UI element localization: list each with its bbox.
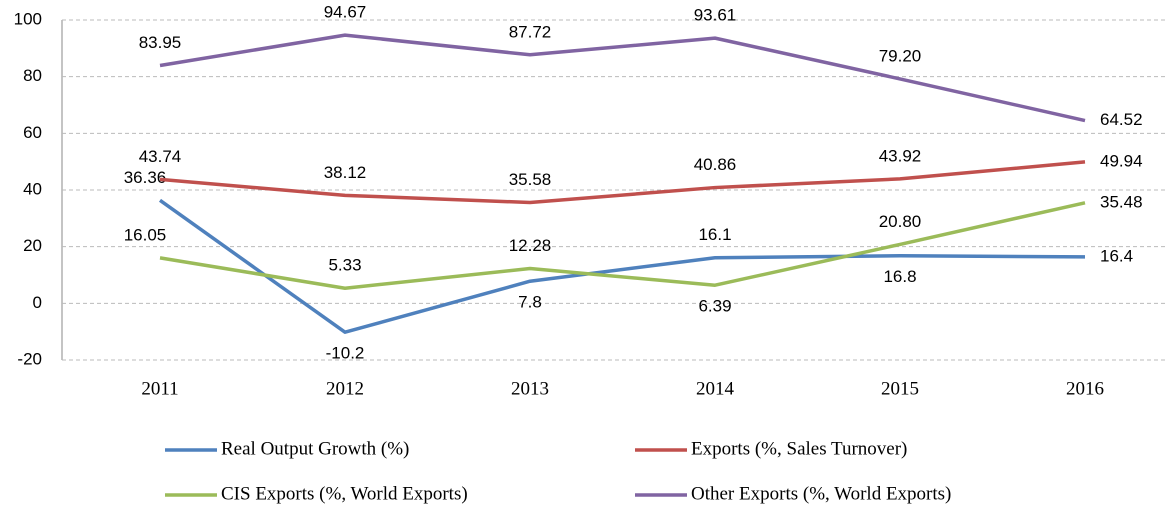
series-line (159, 33, 1086, 123)
y-tick-label: 0 (33, 293, 42, 312)
x-tick-label: 2011 (141, 378, 178, 399)
data-label: 64.52 (1100, 110, 1143, 129)
data-label: 36.36 (124, 168, 167, 187)
legend-label: Other Exports (%, World Exports) (691, 483, 951, 504)
data-label: 93.61 (694, 6, 737, 25)
data-label: 16.05 (124, 225, 167, 244)
x-tick-label: 2014 (696, 378, 735, 399)
y-tick-label: 40 (23, 179, 42, 198)
data-label: 49.94 (1100, 151, 1143, 170)
data-label: 20.80 (879, 212, 922, 231)
data-label: 16.1 (698, 225, 731, 244)
y-tick-label: -20 (17, 349, 42, 368)
y-tick-label: 80 (23, 66, 42, 85)
y-tick-label: 100 (14, 9, 42, 28)
data-label: 5.33 (328, 256, 361, 275)
series-line (158, 198, 1086, 334)
series-line (159, 201, 1086, 290)
data-label: 40.86 (694, 155, 737, 174)
data-label: 94.67 (324, 3, 367, 22)
data-label: 35.48 (1100, 192, 1143, 211)
data-label: 16.4 (1100, 246, 1133, 265)
legend-label: Exports (%, Sales Turnover) (691, 438, 907, 459)
data-label: 7.8 (518, 293, 542, 312)
data-label: 16.8 (883, 267, 916, 286)
x-tick-label: 2012 (326, 378, 364, 399)
legend-label: Real Output Growth (%) (221, 438, 409, 459)
data-label: -10.2 (326, 344, 365, 363)
series-line (159, 160, 1086, 205)
data-label: 83.95 (139, 33, 182, 52)
data-label: 43.74 (139, 147, 182, 166)
y-tick-label: 60 (23, 123, 42, 142)
data-label: 79.20 (879, 46, 922, 65)
x-tick-label: 2015 (881, 378, 919, 399)
x-tick-label: 2013 (511, 378, 549, 399)
data-label: 87.72 (509, 22, 552, 41)
data-label: 6.39 (698, 297, 731, 316)
data-label: 43.92 (879, 146, 922, 165)
x-tick-label: 2016 (1066, 378, 1104, 399)
y-tick-label: 20 (23, 236, 42, 255)
data-label: 38.12 (324, 163, 367, 182)
legend-label: CIS Exports (%, World Exports) (221, 483, 468, 504)
data-label: 35.58 (509, 170, 552, 189)
data-label: 12.28 (509, 236, 552, 255)
